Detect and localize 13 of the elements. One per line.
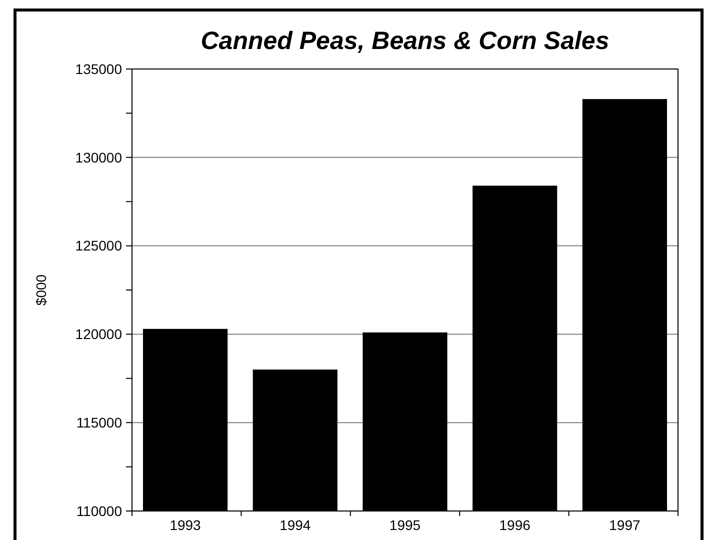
y-tick-label: 130000: [75, 149, 122, 166]
chart-title: Canned Peas, Beans & Corn Sales: [200, 27, 610, 55]
y-tick-label: 120000: [75, 326, 122, 342]
y-tick-label: 135000: [75, 60, 122, 77]
y-tick-label: 115000: [76, 414, 122, 430]
y-tick-label: 110000: [76, 502, 122, 519]
x-tick-label: 1994: [280, 517, 311, 533]
y-tick-label: 125000: [75, 238, 122, 254]
y-axis-title: $000: [33, 274, 49, 306]
x-tick-label: 1997: [609, 517, 640, 533]
x-tick-label: 1993: [170, 517, 202, 533]
x-tick-label: 1996: [499, 517, 531, 533]
x-tick-label: 1995: [389, 517, 421, 533]
